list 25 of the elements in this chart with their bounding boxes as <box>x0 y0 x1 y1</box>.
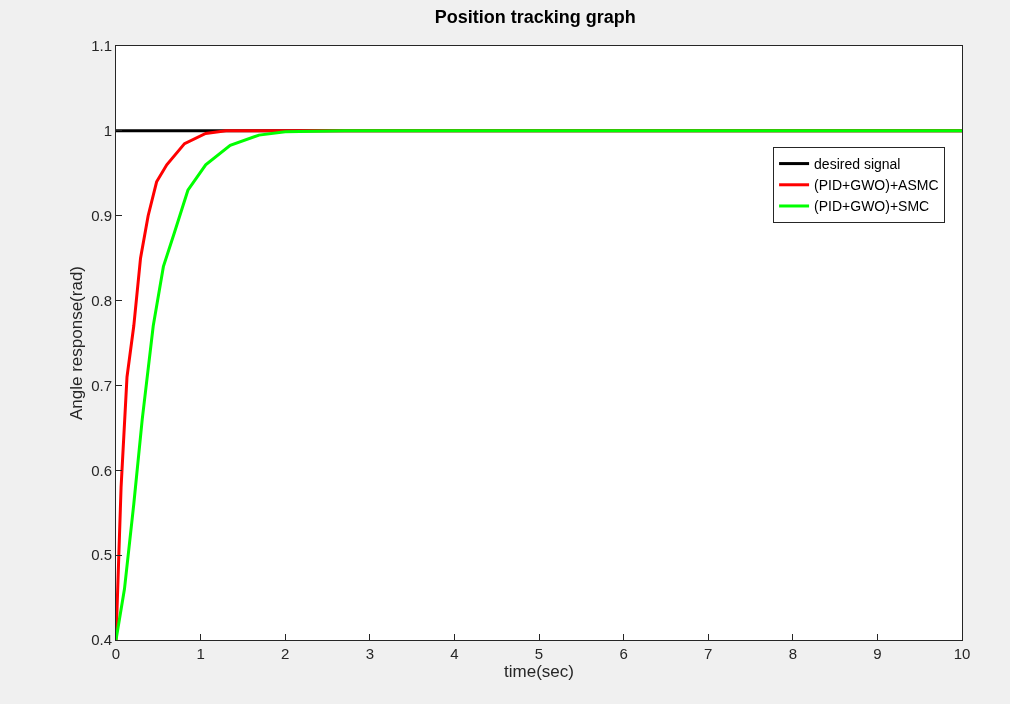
y-tick-label: 1 <box>103 122 112 140</box>
legend-label: (PID+GWO)+SMC <box>814 198 930 215</box>
y-tick-label: 0.6 <box>91 461 112 479</box>
y-tick-label: 0.8 <box>91 291 112 309</box>
legend-label: (PID+GWO)+ASMC <box>814 177 939 194</box>
x-tick-label: 5 <box>534 645 544 662</box>
x-tick-label: 8 <box>788 645 797 662</box>
y-tick-label: 1.1 <box>91 37 112 55</box>
y-axis-title: Angle response(rad) <box>66 265 86 421</box>
x-axis-title: time(sec) <box>504 662 574 681</box>
x-tick-label: 4 <box>450 645 459 662</box>
x-tick-label: 2 <box>281 645 290 662</box>
x-tick-label: 3 <box>365 645 374 662</box>
x-tick-label: 6 <box>619 645 628 662</box>
legend-label: desired signal <box>814 156 901 173</box>
y-tick-label: 0.4 <box>91 631 112 649</box>
x-tick-label: 9 <box>873 645 882 662</box>
y-tick-label: 0.5 <box>91 546 112 564</box>
x-tick-label: 0 <box>111 645 121 662</box>
x-tick-label: 1 <box>196 645 205 662</box>
y-tick-label: 0.9 <box>91 206 112 224</box>
x-tick-label: 7 <box>704 645 713 662</box>
x-tick-label: 10 <box>953 645 971 662</box>
y-tick-label: 0.7 <box>91 376 112 394</box>
chart-title: Position tracking graph <box>434 7 636 28</box>
